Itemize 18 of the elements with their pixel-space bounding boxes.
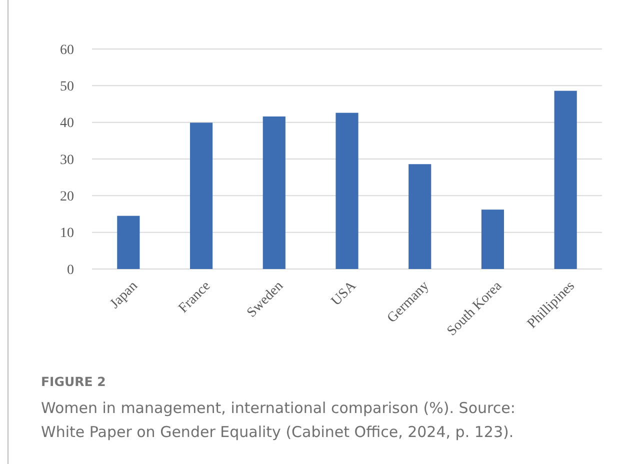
y-tick-label: 60: [60, 42, 74, 58]
bar: [408, 164, 432, 269]
bar: [481, 210, 504, 269]
text: White Paper on Gender Equality (Cabinet Office, 2024, p. 123).: [41, 423, 514, 441]
text: Women in management, international comparison (%). Source:: [41, 399, 516, 417]
y-tick-label: 20: [60, 190, 74, 205]
y-tick-label: 10: [60, 226, 74, 242]
y-tick-label: 50: [60, 80, 74, 95]
bar: [554, 90, 577, 269]
y-tick-label: 40: [60, 116, 74, 132]
x-tick-label: USA: [328, 278, 360, 310]
bar: [117, 216, 140, 269]
y-tick-label: 0: [67, 262, 74, 278]
y-tick-label: 30: [60, 152, 74, 168]
bar: [262, 116, 286, 269]
text: FIGURE 2: [41, 374, 106, 389]
bar: [336, 112, 358, 269]
bar: [190, 122, 213, 269]
